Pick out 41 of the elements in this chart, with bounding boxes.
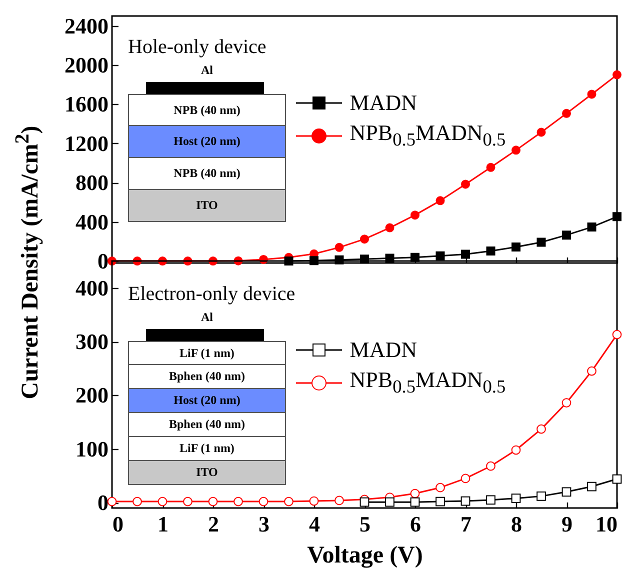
x-tick-label: 7 xyxy=(460,512,472,536)
y-tick-label: 400 xyxy=(76,209,108,234)
annotation: Bphen (40 nm) xyxy=(128,413,286,437)
annotation: Al xyxy=(200,63,214,78)
x-tick-label: 9 xyxy=(562,512,572,536)
x-tick-label: 10 xyxy=(596,512,618,536)
x-tick-label: 3 xyxy=(258,512,270,536)
legend-label: MADN xyxy=(350,336,418,364)
annotation: NPB (40 nm) xyxy=(128,94,286,126)
y-tick-label: 400 xyxy=(76,275,108,300)
x-tick-label: 4 xyxy=(309,512,320,536)
annotation: NPB (40 nm) xyxy=(128,158,286,190)
annotation: Hole-only device xyxy=(128,36,268,59)
annotation: Al xyxy=(200,310,214,325)
annotation: ITO xyxy=(128,190,286,222)
annotation: Host (20 nm) xyxy=(128,389,286,413)
annotation: ITO xyxy=(128,461,286,485)
y-tick-label: 300 xyxy=(76,329,108,354)
y-tick-label: 2000 xyxy=(64,52,108,78)
y-tick-label: 0 xyxy=(98,490,108,516)
annotation: Bphen (40 nm) xyxy=(128,365,286,389)
x-tick-label: 2 xyxy=(208,512,219,536)
legend-label: MADN xyxy=(350,89,418,118)
x-axis-title: Voltage (V) xyxy=(307,542,423,568)
x-tick-label: 1 xyxy=(158,512,168,536)
y-tick-label: 1200 xyxy=(64,130,108,156)
y-tick-label: 2400 xyxy=(64,13,108,38)
y-tick-label: 200 xyxy=(76,382,108,408)
x-tick-label: 5 xyxy=(360,512,370,536)
x-tick-label: 8 xyxy=(511,512,522,536)
y-tick-label: 100 xyxy=(76,436,108,462)
y-tick-label: 800 xyxy=(76,170,108,196)
annotation: LiF (1 nm) xyxy=(128,341,286,365)
y-tick-label: 0 xyxy=(98,248,108,274)
y-tick-label: 1600 xyxy=(64,92,108,117)
legend-label: NPB$_{0.5}$MADN$_{0.5}$ xyxy=(350,119,506,152)
x-tick-label: 6 xyxy=(410,512,421,536)
legend-label: NPB$_{0.5}$MADN$_{0.5}$ xyxy=(350,366,506,398)
annotation: Host (20 nm) xyxy=(128,126,286,158)
annotation: LiF (1 nm) xyxy=(128,437,286,461)
annotation: Electron-only device xyxy=(128,283,296,306)
